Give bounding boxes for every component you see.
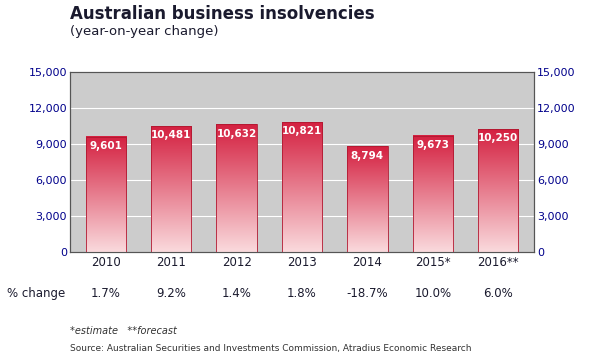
Text: % change: % change [7,287,66,300]
Text: 9.2%: 9.2% [156,287,186,300]
Bar [347,147,388,252]
Text: Australian business insolvencies: Australian business insolvencies [70,5,375,23]
Bar [216,125,257,252]
Text: 10,481: 10,481 [151,130,191,140]
Bar [282,122,322,252]
Text: 6.0%: 6.0% [483,287,513,300]
Bar [413,136,453,252]
Bar [478,129,518,252]
Text: 10.0%: 10.0% [414,287,452,300]
Text: *estimate   **forecast: *estimate **forecast [70,326,177,336]
Text: 10,250: 10,250 [478,133,518,143]
Text: 1.4%: 1.4% [222,287,251,300]
Text: 10,821: 10,821 [282,126,322,136]
Text: -18.7%: -18.7% [347,287,388,300]
Text: 8,794: 8,794 [351,151,384,161]
Bar [151,126,191,252]
Text: Source: Australian Securities and Investments Commission, Atradius Economic Rese: Source: Australian Securities and Invest… [70,344,471,353]
Text: 9,601: 9,601 [89,141,122,151]
Text: 9,673: 9,673 [416,140,449,150]
Text: (year-on-year change): (year-on-year change) [70,25,219,38]
Text: 1.7%: 1.7% [91,287,121,300]
Text: 1.8%: 1.8% [287,287,317,300]
Text: 10,632: 10,632 [217,129,257,139]
Bar [86,137,126,252]
